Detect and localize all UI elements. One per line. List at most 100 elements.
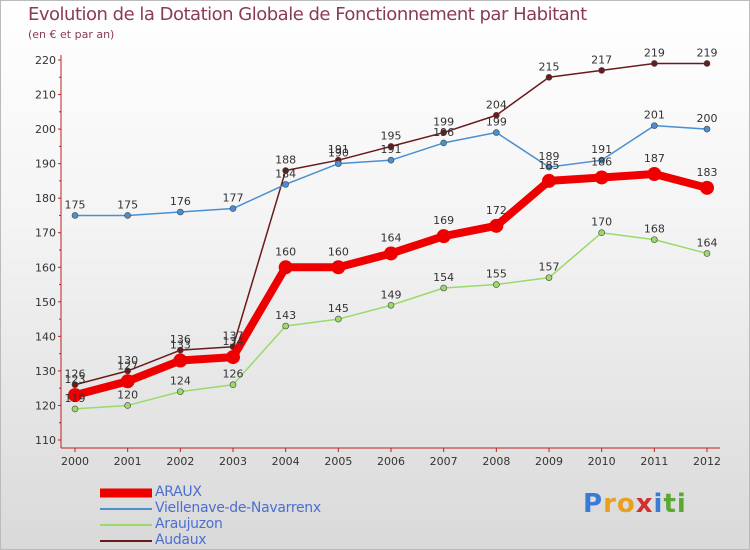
legend-label-viellenave: Viellenave-de-Navarrenx bbox=[155, 500, 321, 516]
y-tick-label: 150 bbox=[35, 296, 56, 309]
data-label-audaux: 195 bbox=[381, 129, 402, 142]
data-point-viellenave-de-navarrenx bbox=[598, 156, 605, 164]
chart-title: Evolution de la Dotation Globale de Fonc… bbox=[28, 4, 587, 25]
y-tick-label: 130 bbox=[35, 365, 56, 378]
data-label-viellenave-de-navarrenx: 190 bbox=[328, 147, 349, 160]
data-label-araux: 127 bbox=[117, 359, 138, 372]
x-tick-label: 2001 bbox=[114, 455, 142, 468]
legend-label-araux: ARAUX bbox=[155, 484, 202, 500]
data-point-viellenave-de-navarrenx bbox=[651, 122, 658, 129]
data-label-araux: 187 bbox=[644, 152, 665, 165]
proxiti-logo: Proxiti bbox=[583, 489, 687, 519]
data-label-audaux: 188 bbox=[275, 154, 296, 167]
data-point-audaux bbox=[177, 346, 184, 354]
data-point-audaux bbox=[124, 367, 131, 375]
x-tick-label: 2011 bbox=[640, 455, 668, 468]
data-point-viellenave-de-navarrenx bbox=[335, 160, 342, 167]
data-label-araux: 123 bbox=[65, 373, 86, 386]
data-label-araux: 160 bbox=[328, 245, 349, 258]
x-tick-label: 2004 bbox=[272, 455, 300, 468]
data-point-viellenave-de-navarrenx bbox=[703, 125, 711, 133]
data-label-viellenave-de-navarrenx: 200 bbox=[697, 112, 718, 125]
data-point-araux bbox=[173, 353, 188, 368]
data-point-audaux bbox=[387, 143, 395, 150]
data-point-viellenave-de-navarrenx bbox=[177, 208, 184, 216]
data-label-audaux: 217 bbox=[591, 53, 612, 66]
data-label-viellenave-de-navarrenx: 177 bbox=[223, 192, 244, 205]
y-tick-label: 120 bbox=[35, 399, 56, 412]
x-tick-label: 2006 bbox=[377, 455, 405, 468]
data-label-audaux: 136 bbox=[170, 333, 191, 346]
data-label-araujuzon: 143 bbox=[275, 309, 296, 322]
data-point-viellenave-de-navarrenx bbox=[387, 156, 395, 164]
data-point-audaux bbox=[598, 67, 605, 74]
data-point-araujuzon bbox=[703, 250, 711, 257]
y-tick-label: 160 bbox=[35, 261, 56, 274]
data-label-araujuzon: 149 bbox=[381, 288, 402, 301]
data-point-araux bbox=[120, 374, 135, 389]
data-point-araujuzon bbox=[598, 229, 605, 237]
data-label-araujuzon: 168 bbox=[644, 223, 665, 236]
x-tick-label: 2010 bbox=[588, 455, 616, 468]
data-point-araux bbox=[542, 173, 556, 188]
data-label-araux: 133 bbox=[170, 339, 191, 352]
data-label-araux: 183 bbox=[697, 166, 718, 179]
data-label-viellenave-de-navarrenx: 191 bbox=[381, 143, 402, 156]
data-label-araujuzon: 120 bbox=[117, 388, 138, 401]
y-tick-label: 170 bbox=[35, 227, 56, 240]
data-label-audaux: 137 bbox=[223, 330, 244, 343]
legend-label-audaux: Audaux bbox=[155, 532, 207, 548]
data-label-viellenave-de-navarrenx: 199 bbox=[486, 116, 507, 129]
logo-letter: x bbox=[635, 489, 654, 519]
data-label-audaux: 204 bbox=[486, 98, 507, 111]
legend-label-araujuzon: Araujuzon bbox=[155, 516, 223, 532]
data-point-araux bbox=[384, 246, 398, 261]
data-point-viellenave-de-navarrenx bbox=[71, 212, 79, 219]
x-tick-label: 2002 bbox=[166, 455, 194, 468]
data-label-araux: 185 bbox=[539, 159, 560, 172]
data-label-araujuzon: 170 bbox=[591, 216, 612, 229]
data-point-audaux bbox=[703, 60, 711, 67]
y-tick-label: 200 bbox=[35, 123, 56, 136]
data-label-viellenave-de-navarrenx: 175 bbox=[117, 198, 138, 211]
data-label-araux: 164 bbox=[381, 231, 402, 244]
data-label-araux: 160 bbox=[275, 245, 296, 258]
data-point-araux bbox=[278, 260, 293, 275]
data-point-viellenave-de-navarrenx bbox=[124, 212, 131, 219]
data-label-araujuzon: 145 bbox=[328, 302, 349, 315]
data-point-araux bbox=[331, 260, 346, 275]
logo-letter: r bbox=[603, 489, 617, 519]
data-label-audaux: 215 bbox=[539, 60, 560, 73]
data-point-araux bbox=[226, 350, 240, 365]
data-point-araux bbox=[489, 218, 504, 233]
data-point-araujuzon bbox=[229, 381, 237, 389]
data-label-viellenave-de-navarrenx: 196 bbox=[433, 126, 454, 139]
data-label-audaux: 219 bbox=[697, 46, 718, 59]
data-point-audaux bbox=[651, 60, 658, 67]
x-tick-label: 2009 bbox=[535, 455, 563, 468]
legend-swatch-viellenave bbox=[100, 508, 152, 510]
data-label-viellenave-de-navarrenx: 201 bbox=[644, 109, 665, 122]
data-point-viellenave-de-navarrenx bbox=[282, 181, 289, 188]
data-point-araux bbox=[436, 229, 451, 244]
y-tick-label: 220 bbox=[35, 54, 56, 67]
data-point-araujuzon bbox=[545, 274, 553, 281]
data-point-araux bbox=[700, 180, 714, 195]
data-label-araujuzon: 157 bbox=[539, 261, 560, 274]
data-point-audaux bbox=[493, 111, 500, 119]
x-tick-label: 2012 bbox=[693, 455, 721, 468]
logo-letter: o bbox=[616, 489, 636, 519]
data-point-araux bbox=[68, 388, 82, 403]
data-label-audaux: 130 bbox=[117, 354, 138, 367]
data-label-audaux: 191 bbox=[328, 143, 349, 156]
data-label-araux: 134 bbox=[223, 335, 244, 348]
data-label-araujuzon: 154 bbox=[433, 271, 454, 284]
data-point-audaux bbox=[440, 129, 447, 136]
data-label-audaux: 219 bbox=[644, 46, 665, 59]
data-label-araujuzon: 164 bbox=[697, 236, 718, 249]
data-point-audaux bbox=[545, 73, 553, 81]
data-point-audaux bbox=[71, 381, 79, 389]
x-tick-label: 2007 bbox=[430, 455, 458, 468]
data-label-audaux: 199 bbox=[433, 116, 454, 129]
